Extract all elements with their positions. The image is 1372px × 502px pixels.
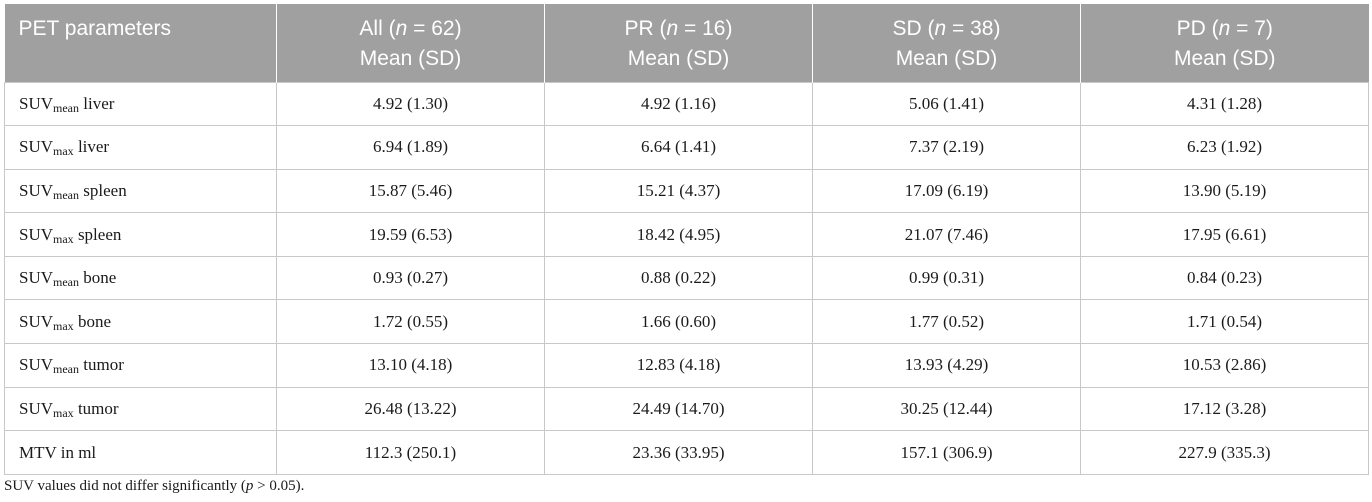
cell-pr: 4.92 (1.16) xyxy=(544,81,813,127)
cell-pr: 1.66 (0.60) xyxy=(544,299,813,345)
row-label: SUVmax bone xyxy=(4,299,277,345)
row-label: SUVmean liver xyxy=(4,81,277,127)
header-pr: PR (n = 16) Mean (SD) xyxy=(544,4,813,82)
cell-pd: 17.95 (6.61) xyxy=(1080,212,1369,257)
table-header-row: PET parameters All (n = 62) Mean (SD) PR… xyxy=(4,4,1369,82)
header-sd: SD (n = 38) Mean (SD) xyxy=(812,4,1081,82)
cell-sd: 5.06 (1.41) xyxy=(812,81,1081,127)
cell-pr: 0.88 (0.22) xyxy=(544,255,813,301)
cell-pd: 1.71 (0.54) xyxy=(1080,299,1369,345)
cell-pr: 12.83 (4.18) xyxy=(544,343,813,388)
table-row: SUVmean liver 4.92 (1.30) 4.92 (1.16) 5.… xyxy=(4,81,1369,127)
row-label: SUVmean spleen xyxy=(4,168,277,214)
cell-all: 4.92 (1.30) xyxy=(276,81,545,127)
cell-sd: 0.99 (0.31) xyxy=(812,255,1081,301)
table-row: SUVmean bone 0.93 (0.27) 0.88 (0.22) 0.9… xyxy=(4,255,1369,301)
cell-pr: 18.42 (4.95) xyxy=(544,212,813,257)
row-label: MTV in ml xyxy=(4,430,277,475)
row-label: SUVmax tumor xyxy=(4,386,277,432)
cell-pr: 6.64 (1.41) xyxy=(544,125,813,170)
cell-all: 19.59 (6.53) xyxy=(276,212,545,257)
table-row: SUVmax tumor 26.48 (13.22) 24.49 (14.70)… xyxy=(4,386,1369,432)
table-row: SUVmean tumor 13.10 (4.18) 12.83 (4.18) … xyxy=(4,343,1369,388)
cell-sd: 17.09 (6.19) xyxy=(812,168,1081,214)
table-row: MTV in ml 112.3 (250.1) 23.36 (33.95) 15… xyxy=(4,430,1369,475)
cell-all: 26.48 (13.22) xyxy=(276,386,545,432)
header-pd: PD (n = 7) Mean (SD) xyxy=(1080,4,1369,82)
table-row: SUVmax spleen 19.59 (6.53) 18.42 (4.95) … xyxy=(4,212,1369,257)
cell-pr: 15.21 (4.37) xyxy=(544,168,813,214)
cell-all: 15.87 (5.46) xyxy=(276,168,545,214)
pet-parameters-table-container: PET parameters All (n = 62) Mean (SD) PR… xyxy=(4,4,1369,475)
cell-pd: 17.12 (3.28) xyxy=(1080,386,1369,432)
cell-all: 0.93 (0.27) xyxy=(276,255,545,301)
cell-sd: 30.25 (12.44) xyxy=(812,386,1081,432)
cell-pd: 4.31 (1.28) xyxy=(1080,81,1369,127)
cell-sd: 157.1 (306.9) xyxy=(812,430,1081,475)
table-row: SUVmax bone 1.72 (0.55) 1.66 (0.60) 1.77… xyxy=(4,299,1369,345)
cell-sd: 13.93 (4.29) xyxy=(812,343,1081,388)
row-label: SUVmax spleen xyxy=(4,212,277,257)
row-label: SUVmean tumor xyxy=(4,343,277,388)
cell-pd: 6.23 (1.92) xyxy=(1080,125,1369,170)
cell-sd: 21.07 (7.46) xyxy=(812,212,1081,257)
cell-all: 13.10 (4.18) xyxy=(276,343,545,388)
row-label: SUVmax liver xyxy=(4,125,277,170)
cell-all: 6.94 (1.89) xyxy=(276,125,545,170)
cell-pd: 0.84 (0.23) xyxy=(1080,255,1369,301)
cell-all: 112.3 (250.1) xyxy=(276,430,545,475)
header-all: All (n = 62) Mean (SD) xyxy=(276,4,545,82)
cell-pr: 24.49 (14.70) xyxy=(544,386,813,432)
cell-sd: 1.77 (0.52) xyxy=(812,299,1081,345)
table-row: SUVmax liver 6.94 (1.89) 6.64 (1.41) 7.3… xyxy=(4,125,1369,170)
table-footnote: SUV values did not differ significantly … xyxy=(4,478,305,494)
cell-pd: 227.9 (335.3) xyxy=(1080,430,1369,475)
table-row: SUVmean spleen 15.87 (5.46) 15.21 (4.37)… xyxy=(4,168,1369,214)
cell-all: 1.72 (0.55) xyxy=(276,299,545,345)
cell-sd: 7.37 (2.19) xyxy=(812,125,1081,170)
row-label: SUVmean bone xyxy=(4,255,277,301)
pet-parameters-table: PET parameters All (n = 62) Mean (SD) PR… xyxy=(4,4,1369,475)
cell-pr: 23.36 (33.95) xyxy=(544,430,813,475)
cell-pd: 10.53 (2.86) xyxy=(1080,343,1369,388)
cell-pd: 13.90 (5.19) xyxy=(1080,168,1369,214)
header-pet-parameters: PET parameters xyxy=(18,17,172,40)
